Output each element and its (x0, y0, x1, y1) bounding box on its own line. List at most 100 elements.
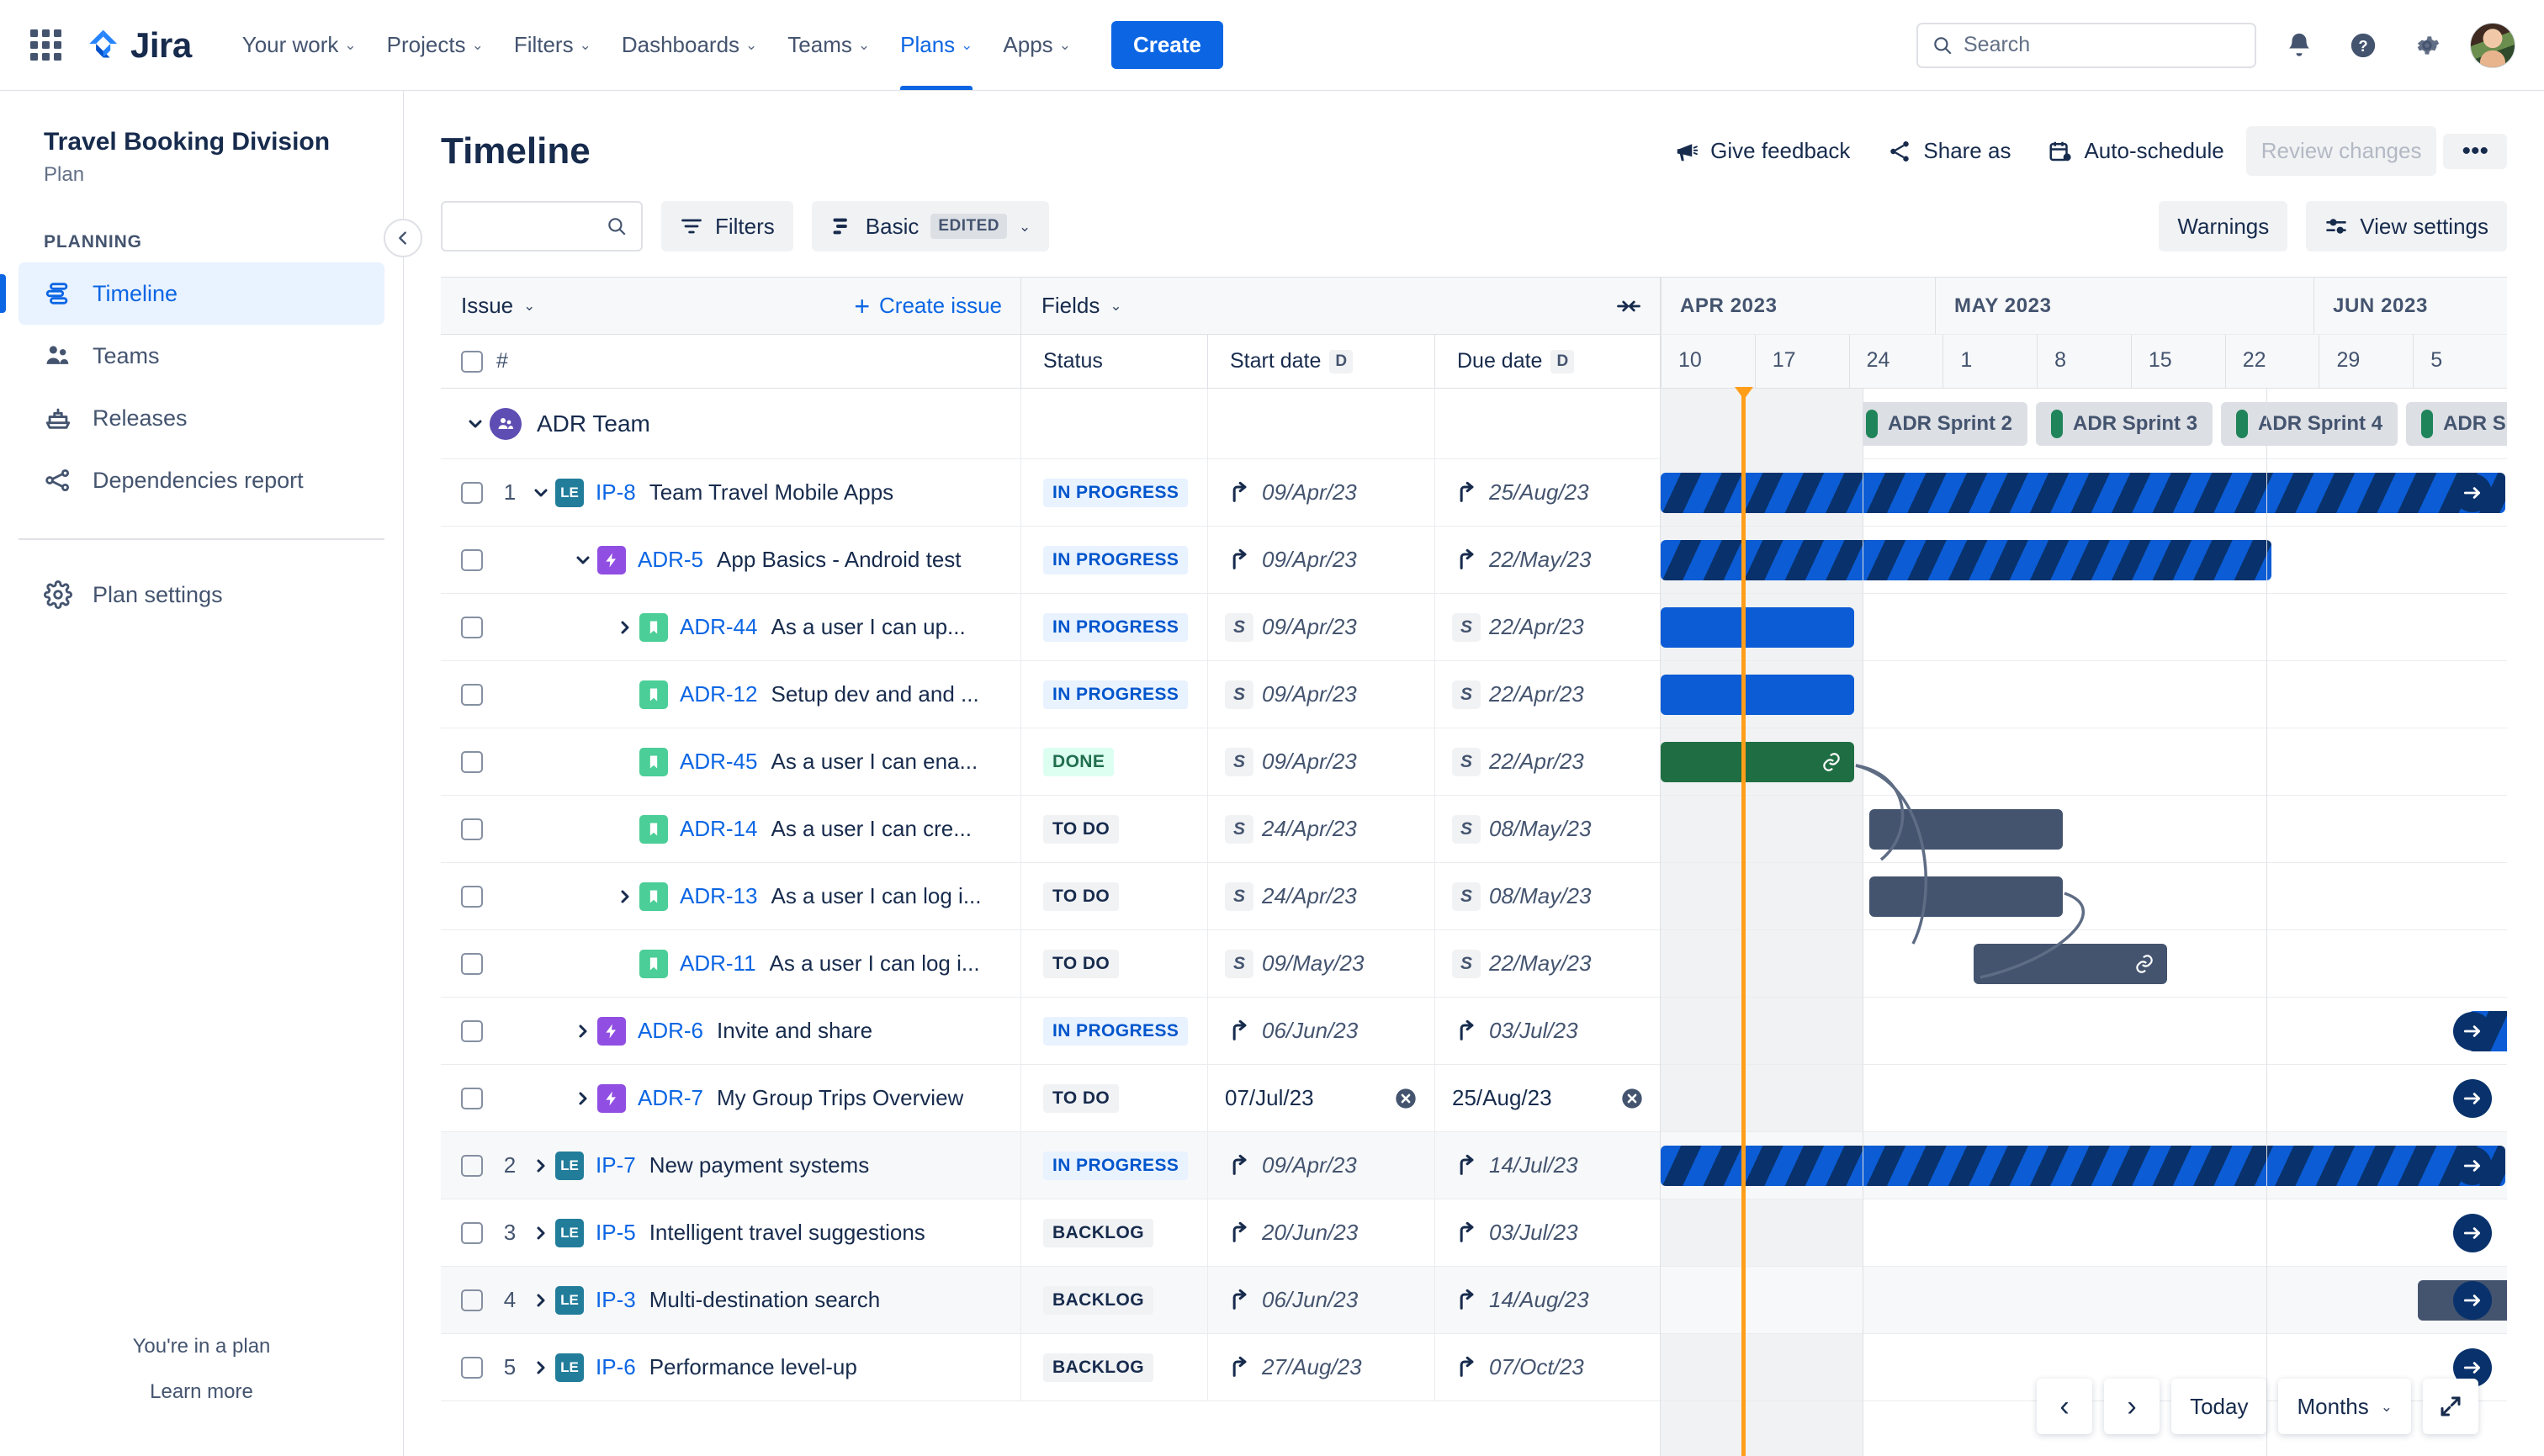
table-row[interactable]: 1 LE IP-8 Team Travel Mobile Apps IN PROGRES… (441, 459, 1660, 527)
give-feedback-button[interactable]: Give feedback (1659, 126, 1865, 176)
app-switcher-icon[interactable] (30, 29, 61, 61)
start-date-cell[interactable]: S 24/Apr/23 (1208, 863, 1435, 929)
start-date-cell[interactable]: S 09/May/23 (1208, 930, 1435, 997)
table-row[interactable]: ADR-44 As a user I can up... IN PROGRESS S 0… (441, 594, 1660, 661)
row-checkbox[interactable] (461, 818, 483, 840)
jira-home-logo[interactable]: Jira (85, 25, 192, 66)
create-button[interactable]: Create (1110, 21, 1223, 69)
table-row[interactable]: ADR-5 App Basics - Android test IN PROGRES… (441, 527, 1660, 594)
gantt-bar[interactable] (1869, 809, 2063, 850)
gantt-bar[interactable] (1661, 742, 1854, 782)
due-date-cell[interactable]: S 08/May/23 (1435, 863, 1660, 929)
sidebar-item-teams[interactable]: Teams (19, 325, 384, 387)
issue-key-link[interactable]: ADR-12 (680, 681, 758, 707)
status-badge[interactable]: BACKLOG (1043, 1353, 1153, 1382)
timeline-prev-button[interactable]: ‹ (2037, 1379, 2093, 1434)
due-date-cell[interactable]: 07/Oct/23 (1435, 1334, 1660, 1400)
due-date-cell[interactable]: S 08/May/23 (1435, 796, 1660, 862)
table-row[interactable]: ADR-6 Invite and share IN PROGRESS 06/Jun/2… (441, 998, 1660, 1065)
row-checkbox[interactable] (461, 1221, 483, 1244)
sprint-pill[interactable]: ADR Sprint 3 (2036, 401, 2213, 446)
start-date-cell[interactable]: S 24/Apr/23 (1208, 796, 1435, 862)
warnings-button[interactable]: Warnings (2159, 201, 2288, 251)
status-badge[interactable]: IN PROGRESS (1043, 612, 1189, 642)
row-checkbox[interactable] (461, 885, 483, 908)
status-badge[interactable]: BACKLOG (1043, 1285, 1153, 1315)
nav-item-plans[interactable]: Plans ⌄ (885, 0, 988, 90)
issue-search-input[interactable] (441, 201, 643, 251)
row-checkbox[interactable] (461, 1356, 483, 1379)
timeline-zoom-select[interactable]: Months ⌄ (2278, 1379, 2411, 1434)
status-badge[interactable]: DONE (1043, 747, 1115, 776)
gantt-bar[interactable] (1869, 876, 2063, 917)
global-search-input[interactable]: Search (1916, 22, 2256, 68)
row-expand-toggle[interactable] (461, 414, 490, 434)
issue-key-link[interactable]: IP-6 (596, 1354, 636, 1379)
start-date-cell[interactable]: S 09/Apr/23 (1208, 661, 1435, 728)
settings-gear-icon[interactable] (2406, 24, 2448, 66)
scroll-to-bar-button[interactable] (2453, 1012, 2492, 1051)
status-badge[interactable]: IN PROGRESS (1043, 1016, 1189, 1046)
status-badge[interactable]: IN PROGRESS (1043, 1151, 1189, 1180)
start-date-cell[interactable]: 09/Apr/23 (1208, 1132, 1435, 1199)
due-date-cell[interactable]: 14/Jul/23 (1435, 1132, 1660, 1199)
row-checkbox[interactable] (461, 1019, 483, 1042)
table-row[interactable]: 2 LE IP-7 New payment systems IN PROGRESS 09/… (441, 1132, 1660, 1199)
row-checkbox[interactable] (461, 481, 483, 504)
nav-item-apps[interactable]: Apps ⌄ (1003, 32, 1071, 57)
due-date-cell[interactable]: 25/Aug/23 (1435, 1065, 1660, 1131)
table-row[interactable]: 4 LE IP-3 Multi-destination search BACKLOG 06… (441, 1267, 1660, 1334)
scroll-to-bar-button[interactable] (2453, 1281, 2492, 1320)
start-date-cell[interactable]: 09/Apr/23 (1208, 459, 1435, 526)
sidebar-collapse-button[interactable] (384, 219, 422, 257)
row-expand-toggle[interactable] (527, 1290, 555, 1310)
table-row[interactable]: ADR-12 Setup dev and and ... IN PROGRESS S 0… (441, 661, 1660, 728)
row-expand-toggle[interactable] (527, 1358, 555, 1378)
due-date-cell[interactable]: S 22/Apr/23 (1435, 594, 1660, 660)
scroll-to-bar-button[interactable] (2453, 1146, 2492, 1185)
gantt-bar[interactable] (1661, 1146, 2505, 1186)
sidebar-item-plan-settings[interactable]: Plan settings (19, 564, 384, 626)
row-checkbox[interactable] (461, 548, 483, 571)
table-row[interactable]: 5 LE IP-6 Performance level-up BACKLOG 27/Aug… (441, 1334, 1660, 1401)
gantt-bar[interactable] (1974, 944, 2167, 984)
scroll-to-bar-button[interactable] (2453, 1079, 2492, 1118)
nav-item-dashboards[interactable]: Dashboards ⌄ (621, 32, 758, 57)
dependency-link-icon[interactable] (1821, 751, 1842, 773)
due-date-cell[interactable]: S 22/May/23 (1435, 930, 1660, 997)
gantt-bar[interactable] (1661, 675, 1854, 715)
issue-key-link[interactable]: ADR-13 (680, 883, 758, 908)
status-column-header[interactable]: Status (1021, 335, 1208, 388)
sprint-pill[interactable]: ADR Sprint 5 (2406, 401, 2507, 446)
row-checkbox[interactable] (461, 750, 483, 773)
start-date-cell[interactable]: 27/Aug/23 (1208, 1334, 1435, 1400)
start-date-cell[interactable]: 06/Jun/23 (1208, 1267, 1435, 1333)
table-row[interactable]: ADR-13 As a user I can log i... TO DO S 24/A… (441, 863, 1660, 930)
collapse-fields-icon[interactable] (1616, 294, 1641, 319)
fields-dropdown[interactable]: Fields ⌄ (1041, 293, 1122, 318)
row-checkbox[interactable] (461, 683, 483, 706)
table-row[interactable]: ADR-45 As a user I can ena... DONE S 09/Apr/… (441, 728, 1660, 796)
row-expand-toggle[interactable] (527, 1156, 555, 1176)
sprint-pill[interactable]: ADR Sprint 2 (1851, 401, 2028, 446)
status-badge[interactable]: TO DO (1043, 814, 1120, 844)
table-row[interactable]: ADR-14 As a user I can cre... TO DO S 24/Apr… (441, 796, 1660, 863)
scroll-to-bar-button[interactable] (2453, 1214, 2492, 1252)
due-date-cell[interactable]: 03/Jul/23 (1435, 998, 1660, 1064)
sidebar-item-dependencies-report[interactable]: Dependencies report (19, 449, 384, 511)
nav-item-teams[interactable]: Teams ⌄ (787, 32, 871, 57)
user-avatar[interactable] (2470, 22, 2515, 68)
issue-key-link[interactable]: ADR-44 (680, 614, 758, 639)
row-checkbox[interactable] (461, 952, 483, 975)
row-expand-toggle[interactable] (611, 617, 639, 638)
table-row[interactable]: 3 LE IP-5 Intelligent travel suggestions BAC… (441, 1199, 1660, 1267)
issue-key-link[interactable]: IP-7 (596, 1152, 636, 1178)
issue-key-link[interactable]: ADR-14 (680, 816, 758, 841)
status-badge[interactable]: BACKLOG (1043, 1218, 1153, 1247)
due-date-cell[interactable]: 25/Aug/23 (1435, 459, 1660, 526)
fullscreen-button[interactable] (2423, 1379, 2478, 1434)
sprint-pill[interactable]: ADR Sprint 4 (2221, 401, 2398, 446)
view-preset-button[interactable]: Basic EDITED ⌄ (811, 201, 1050, 251)
timeline-today-button[interactable]: Today (2171, 1379, 2267, 1434)
start-date-cell[interactable]: S 09/Apr/23 (1208, 594, 1435, 660)
